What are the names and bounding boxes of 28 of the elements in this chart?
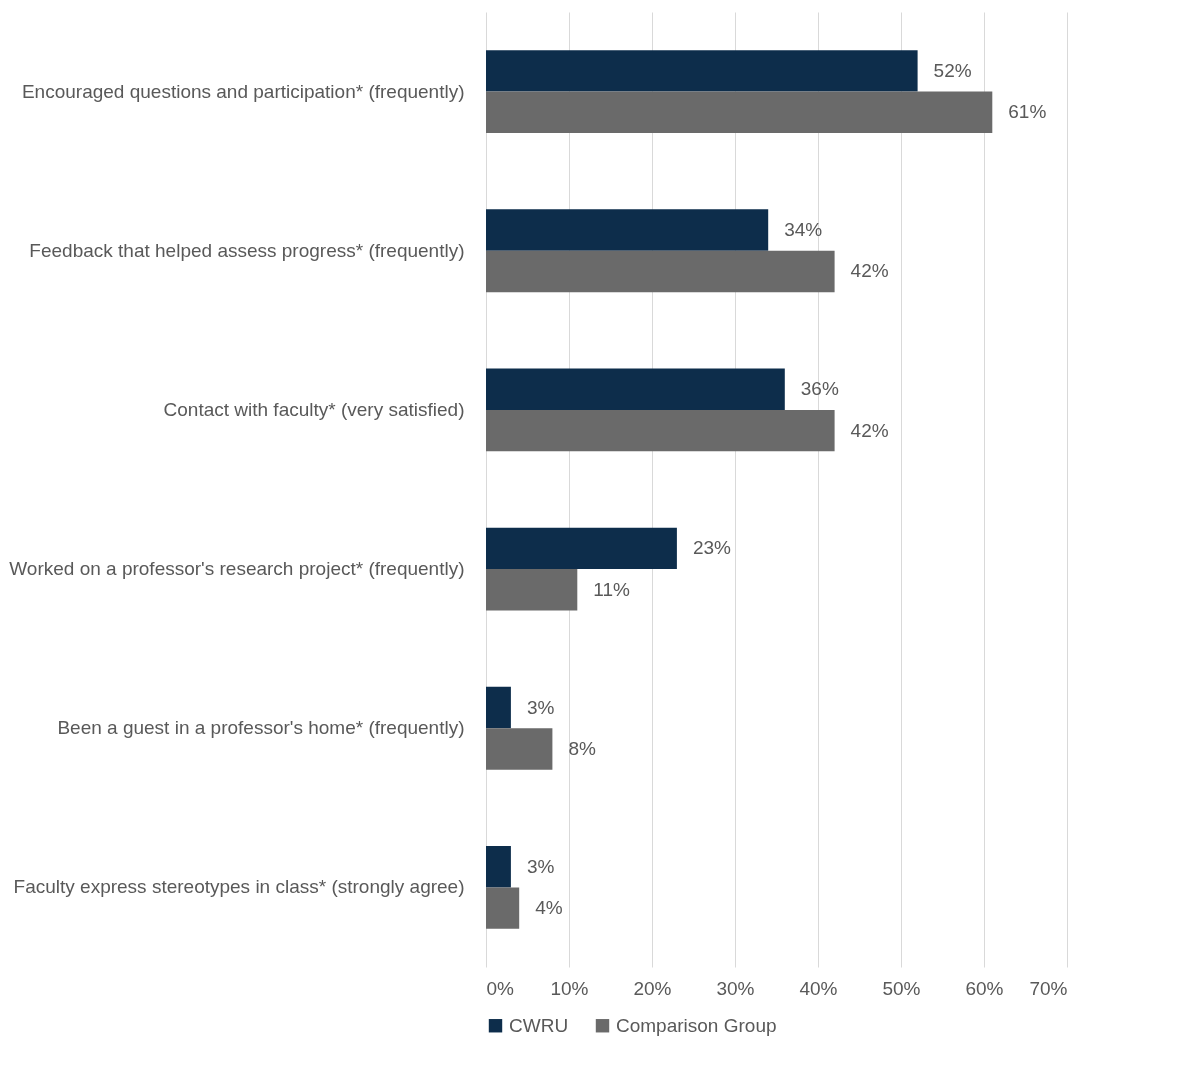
data-label: 61% xyxy=(1008,101,1047,123)
y-tick-label: Encouraged questions and participation* (frequently) xyxy=(21,80,465,102)
data-label: 36% xyxy=(800,378,839,400)
data-label: 3% xyxy=(526,855,555,877)
data-label: 52% xyxy=(933,59,972,81)
x-tick-label: 30% xyxy=(716,977,755,999)
legend-label: CWRU xyxy=(509,1014,569,1036)
y-tick-label: Faculty express stereotypes in class* (strongly agree) xyxy=(13,876,465,898)
x-tick-label: 0% xyxy=(486,977,515,999)
data-label: 42% xyxy=(850,260,889,282)
data-label: 3% xyxy=(526,696,555,718)
data-label: 4% xyxy=(535,897,563,919)
y-tick-label: Been a guest in a professor's home* (frequently) xyxy=(57,717,465,739)
x-tick-label: 40% xyxy=(799,977,838,999)
legend-label: Comparison Group xyxy=(616,1014,777,1036)
y-tick-label: Contact with faculty* (very satisfied) xyxy=(163,398,465,420)
x-tick-label: 60% xyxy=(965,977,1004,999)
data-label: 23% xyxy=(692,537,732,559)
x-tick-label: 10% xyxy=(550,977,589,999)
data-label: 42% xyxy=(850,419,889,441)
x-tick-label: 50% xyxy=(882,977,921,999)
data-label: 8% xyxy=(568,737,596,759)
x-tick-label: 70% xyxy=(1029,977,1068,999)
data-label: 11% xyxy=(593,578,631,600)
data-label: 34% xyxy=(784,219,823,241)
x-tick-label: 20% xyxy=(633,977,672,999)
y-tick-label: Feedback that helped assess progress* (frequently) xyxy=(29,239,465,261)
y-tick-label: Worked on a professor's research project* (frequently) xyxy=(9,558,465,580)
